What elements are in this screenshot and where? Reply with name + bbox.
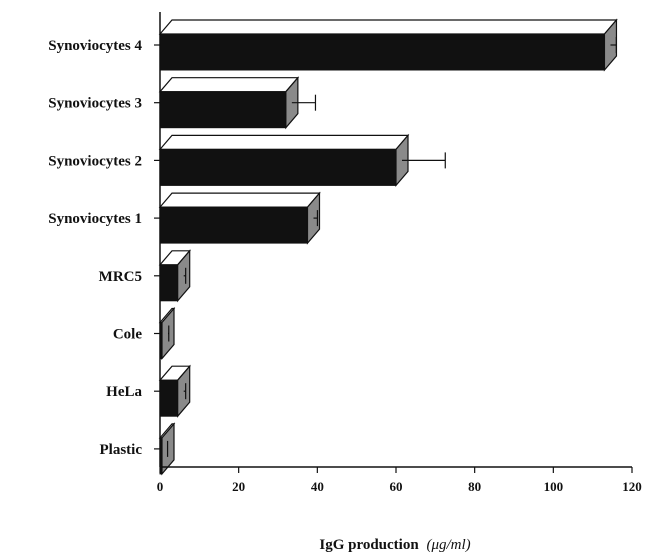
bar-front-face [159, 264, 179, 302]
category-label: MRC5 [99, 269, 142, 285]
x-tick-label: 120 [622, 479, 642, 494]
category-label: Synoviocytes 3 [48, 96, 142, 112]
category-labels: Synoviocytes 4 Synoviocytes 3 Synoviocytes… [48, 38, 142, 458]
bar-front-face [159, 33, 605, 71]
x-axis-title-unit: (μg/ml) [426, 537, 470, 553]
category-label: Cole [113, 327, 143, 343]
bar-top-face [158, 192, 321, 208]
bar-top-face [158, 19, 618, 35]
x-axis-title-main: IgG production [319, 537, 419, 553]
bar-front-face [159, 91, 287, 129]
category-label: Synoviocytes 4 [48, 38, 142, 54]
bar-top-face [158, 77, 300, 93]
bar-3 [158, 133, 446, 188]
bar-2 [158, 76, 317, 130]
x-axis: 0 20 40 60 80 100 120 [154, 12, 642, 494]
category-label: Synoviocytes 1 [48, 211, 142, 227]
x-tick-label: 20 [232, 479, 245, 494]
x-tick-label: 60 [390, 479, 403, 494]
x-axis-title: IgG production (μg/ml) [319, 537, 470, 553]
bar-front-face [159, 379, 179, 417]
bar-6 [158, 306, 176, 361]
bar-1 [158, 18, 618, 72]
bar-top-face [158, 134, 410, 150]
bar-front-face [159, 148, 397, 186]
bar-front-face [159, 206, 308, 244]
bar-5 [158, 249, 192, 303]
x-tick-label: 0 [157, 479, 164, 494]
bar-4 [158, 191, 321, 245]
bar-8 [158, 422, 176, 476]
category-label: Synoviocytes 2 [48, 153, 142, 169]
x-tick-label: 80 [468, 479, 481, 494]
x-tick-label: 40 [311, 479, 324, 494]
x-tick-label: 100 [544, 479, 564, 494]
category-label: Plastic [100, 442, 143, 458]
bar-7 [158, 364, 192, 418]
category-label: HeLa [106, 384, 142, 400]
bars-layer [158, 18, 618, 476]
